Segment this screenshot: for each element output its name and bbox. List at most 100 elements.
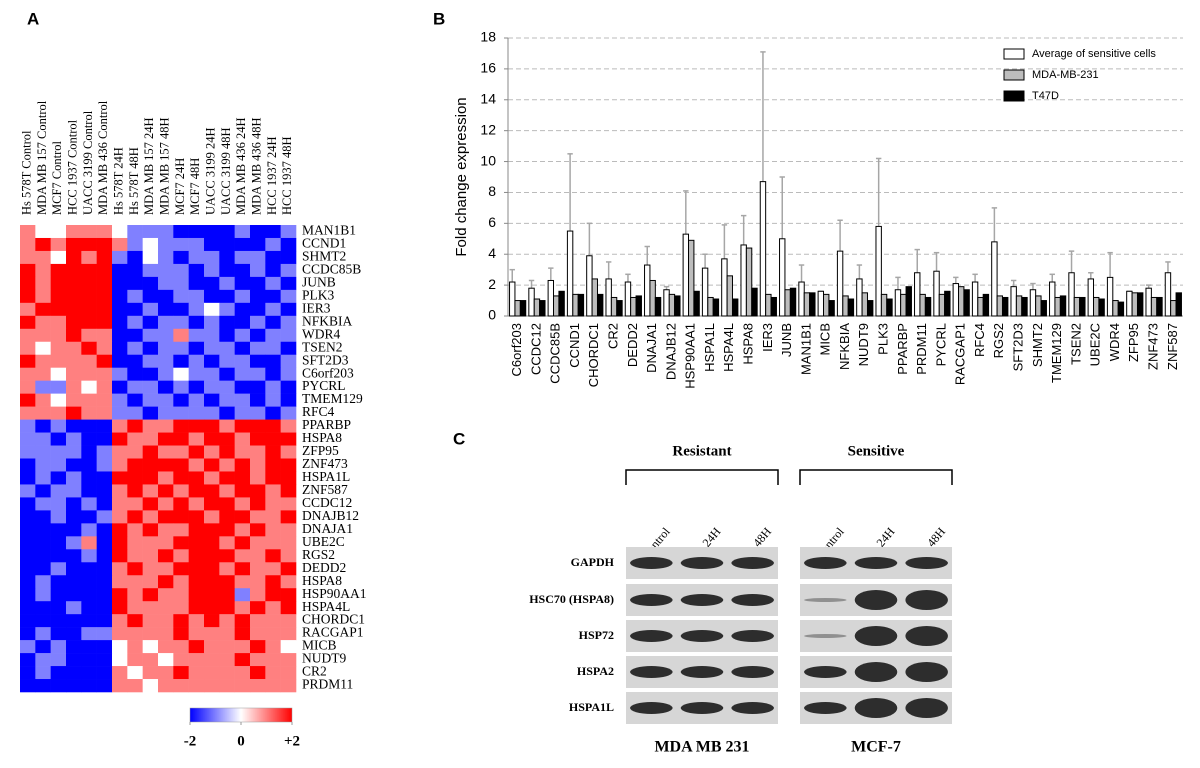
heatmap-cell	[66, 536, 82, 550]
bar	[1068, 272, 1075, 317]
heatmap-cell	[112, 458, 128, 472]
bar	[798, 281, 805, 317]
bar	[1170, 300, 1177, 317]
heatmap-cell	[265, 679, 281, 693]
heatmap-cell	[66, 315, 82, 330]
blot-band	[854, 557, 898, 569]
heatmap-cell	[219, 627, 235, 641]
heatmap-cell	[96, 679, 113, 693]
heatmap-cell	[158, 328, 174, 343]
x-tick-label: DNAJB12	[663, 323, 678, 380]
bar	[745, 247, 753, 317]
row-label: JUNB	[302, 274, 336, 289]
heatmap-cell	[188, 263, 205, 278]
heatmap-cell	[66, 588, 82, 602]
heatmap-cell	[20, 510, 36, 524]
heatmap-cell	[81, 302, 97, 317]
heatmap-cell	[112, 679, 128, 693]
heatmap-cell	[280, 536, 297, 550]
heatmap-cell	[112, 627, 128, 641]
bar	[982, 293, 990, 317]
heatmap-cell	[173, 588, 189, 602]
blot-band	[804, 702, 847, 714]
heatmap-cell	[112, 562, 128, 576]
bar	[977, 296, 984, 317]
heatmap-cell	[265, 458, 281, 472]
heatmap-cell	[188, 289, 205, 304]
bar	[591, 278, 598, 317]
heatmap-cell	[127, 276, 143, 291]
bar	[971, 281, 979, 317]
legend-swatch	[1003, 90, 1025, 102]
heatmap-cell	[81, 458, 97, 472]
heatmap-cell	[112, 666, 128, 680]
heatmap-cell	[173, 328, 189, 343]
heatmap-cell	[20, 536, 36, 550]
column-label: Hs 578T Control	[20, 130, 34, 215]
heatmap-cell	[81, 393, 97, 407]
bar	[654, 296, 662, 317]
heatmap-cell	[219, 510, 235, 524]
blot-band	[680, 630, 724, 642]
heatmap-cell	[158, 640, 174, 654]
column-label: MCF7 48H	[188, 158, 202, 215]
heatmap-cell	[66, 510, 82, 524]
bar	[924, 296, 932, 317]
bar	[919, 293, 926, 317]
bar	[1010, 286, 1017, 317]
heatmap-cell	[204, 497, 220, 511]
bar	[616, 300, 623, 317]
heatmap-cell	[35, 315, 51, 330]
heatmap-cell	[219, 445, 235, 459]
x-tick-label: CHORDC1	[586, 323, 601, 387]
heatmap-cell	[250, 510, 266, 524]
cell-line-label: MDA MB 231	[654, 739, 749, 756]
heatmap-cell	[50, 640, 67, 654]
heatmap-cell	[127, 523, 143, 537]
heatmap-cell	[188, 276, 205, 291]
heatmap-cell	[20, 523, 36, 537]
heatmap-cell	[265, 484, 281, 498]
heatmap-cell	[96, 315, 113, 330]
heatmap-cell	[250, 367, 266, 381]
bar	[566, 230, 574, 317]
heatmap-cell	[219, 289, 235, 304]
heatmap-cell	[35, 471, 51, 485]
bar	[1035, 295, 1042, 317]
heatmap-cell	[234, 627, 251, 641]
heatmap-cell	[35, 328, 51, 343]
blot-band	[630, 666, 673, 678]
bar	[900, 293, 907, 317]
bar	[759, 181, 767, 317]
x-tick-label: UBE2C	[1088, 323, 1103, 366]
heatmap-cell	[173, 341, 189, 356]
heatmap-cell	[35, 614, 51, 628]
heatmap-cell	[96, 445, 113, 459]
blot-band	[854, 590, 898, 610]
heatmap-cell	[66, 653, 82, 667]
heatmap-cell	[50, 601, 67, 615]
heatmap-cell	[265, 276, 281, 291]
heatmap-cell	[50, 393, 67, 407]
row-label: PYCRL	[302, 378, 346, 393]
bar	[1040, 300, 1047, 317]
heatmap-cell	[265, 497, 281, 511]
heatmap-cell	[127, 666, 143, 680]
heatmap-cell	[265, 302, 281, 317]
heatmap-cell	[188, 484, 205, 498]
bar	[817, 290, 825, 317]
heatmap-cell	[112, 225, 128, 239]
heatmap-cell	[219, 276, 235, 291]
heatmap-cell	[20, 419, 36, 433]
heatmap-cell	[50, 328, 67, 343]
heatmap-cell	[250, 588, 266, 602]
heatmap-cell	[234, 458, 251, 472]
bracket	[625, 469, 779, 485]
heatmap-cell	[204, 666, 220, 680]
blot-band	[731, 557, 774, 569]
column-label: MCF7 24H	[173, 158, 187, 215]
heatmap-cell	[204, 328, 220, 343]
heatmap-cell	[250, 432, 266, 446]
heatmap-cell	[188, 225, 205, 239]
